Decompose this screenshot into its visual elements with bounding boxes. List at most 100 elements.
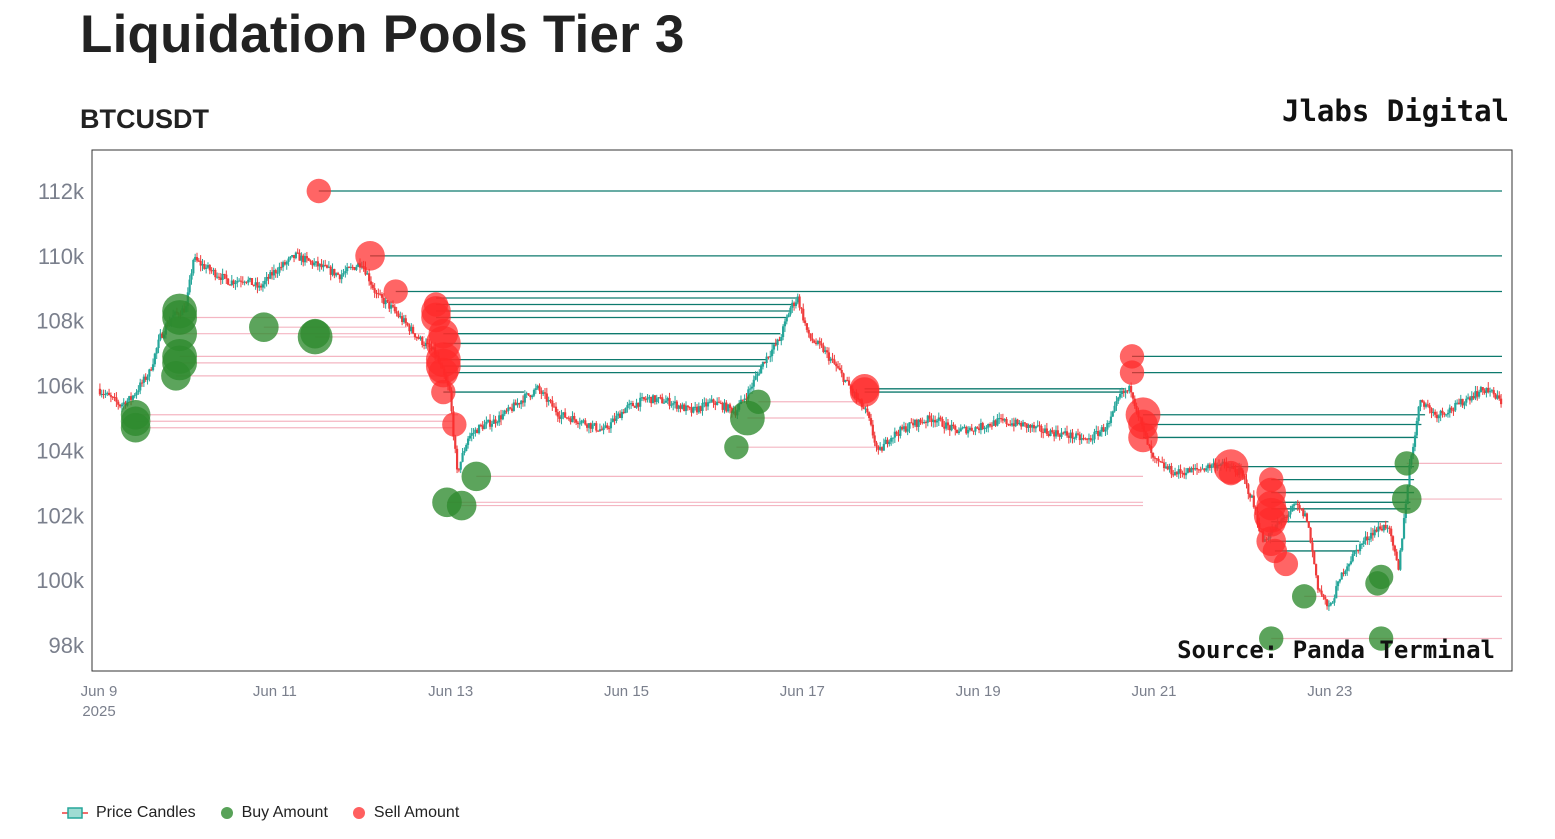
price-candle (897, 434, 900, 436)
price-candle (1362, 540, 1365, 544)
legend-item-price-candles[interactable]: Price Candles (60, 804, 196, 822)
price-candle (318, 263, 321, 267)
price-candle (270, 272, 274, 276)
y-tick-label: 110k (38, 244, 85, 269)
price-candle (1076, 433, 1080, 435)
price-candle (1087, 438, 1091, 440)
price-candle (752, 379, 755, 387)
y-tick-label: 104k (36, 438, 85, 463)
price-candle (1366, 536, 1369, 541)
price-candle (219, 277, 222, 280)
price-candle (494, 419, 497, 424)
price-candle (113, 397, 116, 399)
price-candle (300, 255, 303, 261)
x-tick-label: Jun 19 (956, 683, 1001, 700)
price-candle (924, 422, 928, 424)
price-candle (1485, 387, 1488, 393)
price-candle (1456, 402, 1459, 404)
price-candle (626, 405, 629, 409)
price-candle (1494, 394, 1497, 399)
price-candle (915, 419, 918, 427)
price-candle (1130, 386, 1133, 393)
buy-amount-dot (1368, 626, 1394, 651)
price-candle (847, 380, 851, 386)
sell-amount-dot (428, 357, 459, 388)
price-candle (346, 267, 349, 272)
price-candle (1199, 469, 1202, 471)
price-candle (294, 252, 297, 259)
price-candle (1166, 466, 1169, 470)
price-candle (239, 280, 243, 282)
price-candle (192, 259, 195, 274)
price-candle (771, 349, 774, 357)
price-candle (609, 422, 613, 429)
price-candle (1119, 393, 1122, 398)
legend-item-buy-amount[interactable]: Buy Amount (218, 804, 328, 822)
price-candle (1307, 521, 1310, 528)
price-candle (201, 264, 204, 266)
price-candle (576, 422, 580, 425)
price-candle (1412, 446, 1415, 456)
price-candle (1098, 431, 1102, 436)
price-candle (1181, 472, 1184, 474)
price-candle (840, 370, 843, 374)
price-candle (1498, 395, 1501, 399)
price-candle (289, 256, 292, 259)
y-axis: 98k 100k 102k 104k 106k 108k 110k 112k (36, 179, 85, 658)
price-candle (247, 279, 250, 283)
price-candle (217, 276, 221, 278)
legend-item-sell-amount[interactable]: Sell Amount (350, 804, 459, 822)
price-candle (1318, 589, 1321, 591)
price-candle (893, 431, 896, 438)
source-label: Source: Panda Terminal (1177, 636, 1495, 664)
price-candle (269, 272, 272, 279)
price-candle (873, 435, 876, 443)
price-candle (314, 261, 318, 263)
price-candle (188, 279, 191, 293)
price-candle (695, 406, 699, 413)
price-candle (1300, 508, 1303, 510)
price-candle (754, 376, 757, 380)
price-candle (1023, 422, 1026, 424)
price-candle (1252, 495, 1255, 508)
buy-amount-dot (746, 389, 771, 414)
price-candle (476, 429, 479, 434)
price-candle (115, 397, 118, 402)
price-candle (1042, 432, 1045, 434)
price-candle (1368, 538, 1371, 541)
price-candle (1069, 432, 1072, 438)
price-candle (1051, 430, 1054, 433)
price-candle (117, 401, 120, 405)
price-candle (1382, 525, 1385, 531)
price-candle (1208, 464, 1211, 468)
price-candle (355, 266, 358, 270)
price-candle (1311, 542, 1314, 552)
price-candle (340, 274, 343, 280)
price-candle (205, 267, 208, 269)
price-candle (932, 419, 935, 423)
price-candle (683, 404, 686, 412)
price-candle (100, 393, 103, 395)
price-candle (564, 412, 567, 418)
price-candle (1293, 504, 1296, 506)
price-candle (686, 405, 689, 408)
price-candle (679, 405, 682, 409)
price-candle (1111, 411, 1114, 417)
price-candle (512, 402, 515, 411)
price-candle (129, 396, 133, 400)
price-candle (258, 285, 261, 288)
buy-amount-dot (1368, 564, 1394, 590)
price-candle (694, 406, 697, 408)
price-candle (369, 281, 373, 285)
price-candle (1122, 390, 1125, 394)
price-candle (902, 426, 906, 430)
price-candle (245, 281, 248, 283)
price-candle (785, 317, 788, 322)
price-candle (956, 429, 959, 434)
price-candle (719, 402, 722, 404)
price-candle (139, 382, 142, 391)
sell-amount-dot (431, 379, 456, 405)
price-candle (540, 390, 543, 394)
price-candle (402, 318, 406, 322)
price-candle (825, 350, 829, 353)
